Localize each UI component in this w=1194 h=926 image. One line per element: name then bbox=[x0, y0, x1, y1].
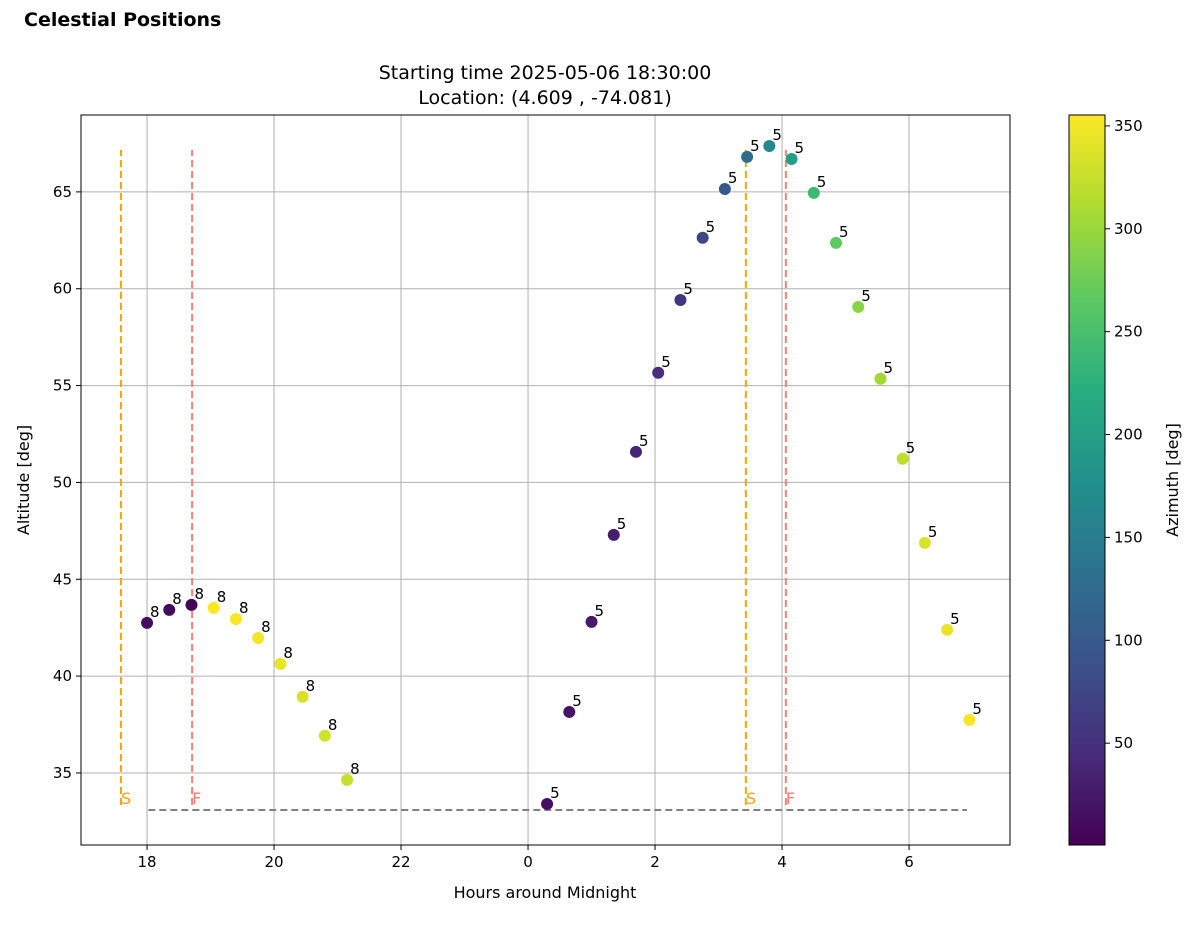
point bbox=[785, 152, 798, 165]
point-label: 5 bbox=[883, 359, 893, 377]
y-tick-label: 50 bbox=[53, 473, 72, 491]
point bbox=[674, 293, 687, 306]
point-label: 8 bbox=[217, 588, 227, 606]
point-label: 5 bbox=[572, 692, 582, 710]
x-tick-label: 18 bbox=[137, 853, 156, 871]
point bbox=[207, 601, 220, 614]
point bbox=[274, 657, 287, 670]
point bbox=[341, 773, 354, 786]
vertical-line-label: S bbox=[746, 789, 756, 808]
point bbox=[963, 713, 976, 726]
point-label: 5 bbox=[728, 169, 738, 187]
x-tick-label: 20 bbox=[264, 853, 283, 871]
point-label: 8 bbox=[261, 618, 271, 636]
point-label: 5 bbox=[795, 139, 805, 157]
point bbox=[830, 236, 843, 249]
colorbar-tick-label: 350 bbox=[1114, 117, 1143, 135]
point-label: 8 bbox=[172, 590, 182, 608]
x-tick-label: 4 bbox=[777, 853, 787, 871]
point-label: 8 bbox=[283, 644, 293, 662]
y-tick-label: 55 bbox=[53, 377, 72, 395]
point bbox=[807, 186, 820, 199]
point-label: 5 bbox=[906, 439, 916, 457]
point-label: 5 bbox=[817, 173, 827, 191]
vertical-line-label: F bbox=[786, 789, 795, 808]
point bbox=[874, 372, 887, 385]
colorbar bbox=[1068, 114, 1106, 846]
colorbar-tick-label: 50 bbox=[1114, 734, 1133, 752]
point-label: 8 bbox=[194, 585, 204, 603]
point-label: 5 bbox=[617, 515, 627, 533]
point-label: 8 bbox=[150, 603, 160, 621]
point bbox=[141, 616, 154, 629]
point bbox=[629, 445, 642, 458]
point bbox=[296, 690, 309, 703]
point bbox=[563, 705, 576, 718]
x-tick-label: 6 bbox=[904, 853, 914, 871]
point-label: 5 bbox=[683, 280, 693, 298]
point bbox=[585, 615, 598, 628]
point bbox=[852, 300, 865, 313]
x-tick-label: 22 bbox=[391, 853, 410, 871]
chart-subtitle: Location: (4.609 , -74.081) bbox=[418, 87, 671, 109]
point bbox=[696, 231, 709, 244]
point-label: 5 bbox=[972, 700, 982, 718]
point-label: 5 bbox=[950, 610, 960, 628]
point-label: 5 bbox=[639, 432, 649, 450]
y-axis-label: Altitude [deg] bbox=[14, 425, 33, 535]
point-label: 5 bbox=[706, 218, 716, 236]
point-label: 5 bbox=[772, 126, 782, 144]
page-title: Celestial Positions bbox=[24, 9, 221, 31]
point-label: 8 bbox=[350, 760, 360, 778]
y-tick-label: 65 bbox=[53, 183, 72, 201]
chart-title: Starting time 2025-05-06 18:30:00 bbox=[379, 62, 712, 84]
y-tick-label: 35 bbox=[53, 764, 72, 782]
point bbox=[918, 536, 931, 549]
y-tick-label: 45 bbox=[53, 570, 72, 588]
point bbox=[163, 603, 176, 616]
colorbar-tick-label: 100 bbox=[1114, 631, 1143, 649]
point bbox=[541, 797, 554, 810]
point-label: 5 bbox=[928, 523, 938, 541]
point bbox=[763, 139, 776, 152]
point-label: 5 bbox=[661, 353, 671, 371]
colorbar-tick-label: 300 bbox=[1114, 220, 1143, 238]
colorbar-tick-label: 250 bbox=[1114, 323, 1143, 341]
point bbox=[896, 452, 909, 465]
colorbar-tick-label: 150 bbox=[1114, 528, 1143, 546]
point-label: 5 bbox=[595, 602, 605, 620]
point bbox=[229, 612, 242, 625]
point-label: 5 bbox=[839, 223, 849, 241]
point-label: 8 bbox=[328, 716, 338, 734]
x-tick-label: 0 bbox=[523, 853, 533, 871]
point bbox=[607, 528, 620, 541]
point bbox=[252, 631, 265, 644]
vertical-line-label: F bbox=[192, 789, 201, 808]
plot-frame bbox=[80, 114, 1011, 846]
colorbar-label: Azimuth [deg] bbox=[1163, 423, 1182, 537]
y-tick-label: 60 bbox=[53, 280, 72, 298]
point bbox=[185, 598, 198, 611]
point-label: 5 bbox=[861, 287, 871, 305]
point bbox=[941, 623, 954, 636]
point-label: 8 bbox=[239, 599, 249, 617]
point-label: 5 bbox=[750, 137, 760, 155]
point bbox=[318, 729, 331, 742]
x-tick-label: 2 bbox=[650, 853, 660, 871]
point bbox=[718, 182, 731, 195]
point bbox=[652, 366, 665, 379]
y-tick-label: 40 bbox=[53, 667, 72, 685]
vertical-line-label: S bbox=[121, 789, 131, 808]
point-label: 8 bbox=[306, 677, 316, 695]
point bbox=[741, 150, 754, 163]
colorbar-tick-label: 200 bbox=[1114, 426, 1143, 444]
x-axis-label: Hours around Midnight bbox=[454, 883, 637, 902]
point-label: 5 bbox=[550, 784, 560, 802]
